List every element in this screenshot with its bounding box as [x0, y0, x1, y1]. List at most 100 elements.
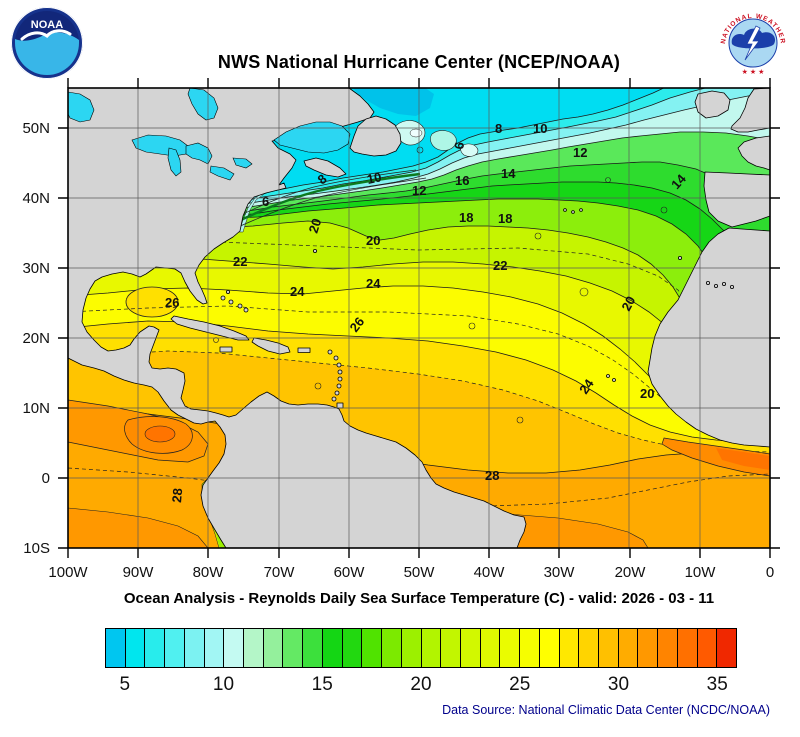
africa: [647, 227, 770, 448]
colorbar-cell: [559, 629, 580, 667]
ireland: [694, 90, 731, 119]
dashed-contour-equator: [68, 467, 770, 507]
contour-label: 10: [366, 169, 383, 187]
grand-banks-pocket: [393, 120, 426, 146]
contour-label: 20: [366, 233, 380, 248]
contour-label: 14: [501, 166, 516, 181]
lesser-antilles: [327, 349, 344, 409]
colorbar-cell: [638, 629, 659, 667]
colorbar-cell: [303, 629, 323, 667]
canary-islands: [706, 280, 735, 289]
france: [737, 135, 770, 171]
page-title: NWS National Hurricane Center (NCEP/NOAA…: [217, 52, 621, 72]
lon-label: 50W: [404, 564, 436, 581]
cuba: [170, 315, 250, 341]
colorbar-cell: [717, 629, 736, 667]
noaa-logo: NOAA: [11, 7, 83, 79]
colorbar-cell: [401, 629, 422, 667]
lake-ontario: [232, 157, 253, 169]
cape-verde: [606, 374, 616, 382]
colorbar-labels: 5 10 15 20 25 30 35: [105, 674, 737, 698]
lake-erie: [209, 165, 235, 181]
newfoundland: [349, 115, 402, 157]
colorbar-cell: [421, 629, 442, 667]
madeira: [678, 255, 683, 260]
labrador-cold-water: [353, 88, 434, 116]
nova-scotia: [303, 157, 347, 178]
colorbar-cell: [342, 629, 363, 667]
contour-label: 20: [618, 294, 638, 314]
contour-label: 20: [640, 386, 654, 401]
colorbar-cell: [204, 629, 225, 667]
colorbar-tick-label: 5: [119, 674, 131, 695]
contour-label: 24: [366, 276, 381, 291]
colorbar-cell: [677, 629, 698, 667]
colorbar-cell: [224, 629, 245, 667]
map-canvas: 6 8 10 12 20 20 22 6 8 10 12 16 14 18 18…: [68, 88, 770, 548]
colorbar-cell: [382, 629, 402, 667]
colorbar-cell: [145, 629, 166, 667]
lon-label: 40W: [474, 564, 506, 581]
lon-label: 100W: [48, 564, 88, 581]
lake-michigan: [167, 147, 182, 177]
nws-lightning-icon: [744, 25, 761, 61]
contour-label: 10: [533, 121, 547, 136]
colorbar-cell: [263, 629, 284, 667]
gulf-stream-front: [215, 172, 421, 234]
lon-label: 60W: [334, 564, 366, 581]
colorbar-tick-label: 30: [607, 674, 630, 695]
contour-label: 22: [493, 258, 507, 273]
azores: [563, 208, 583, 214]
colorbar-tick-label: 20: [410, 674, 432, 695]
noaa-logo-sea: [15, 32, 79, 75]
colorbar-cell: [244, 629, 264, 667]
contour-label: 22: [233, 254, 247, 269]
contour-label: 6: [451, 141, 467, 151]
colorbar-cell: [106, 629, 126, 667]
contour-label: 24: [290, 284, 305, 299]
lat-label: 20N: [22, 330, 50, 347]
lat-label: 10S: [23, 540, 50, 557]
colorbar-cell: [322, 629, 343, 667]
colorbar-cell: [697, 629, 718, 667]
lon-axis: 100W 90W 80W 70W 60W 50W 40W 30W 20W 10W…: [48, 564, 774, 581]
contour-label: 20: [306, 217, 325, 235]
lon-label: 90W: [123, 564, 155, 581]
lon-label: 80W: [193, 564, 225, 581]
warm-patch-guinea: [661, 437, 770, 477]
contour-label: 16: [455, 173, 469, 188]
bahamas: [220, 289, 249, 313]
sst-map: 6 8 10 12 20 20 22 6 8 10 12 16 14 18 18…: [22, 78, 780, 581]
nws-logo-stars: ★ ★ ★: [742, 68, 765, 76]
colorbar-tick-label: 35: [706, 674, 728, 695]
colorbar-cell: [460, 629, 481, 667]
contour-label: 26: [165, 295, 179, 310]
colorbar-cell: [283, 629, 304, 667]
lat-label: 50N: [22, 120, 50, 137]
colorbar-cell: [618, 629, 639, 667]
colorbar-tick-label: 10: [212, 674, 235, 695]
lat-label: 10N: [22, 400, 50, 417]
axis-ticks: [58, 78, 780, 558]
contour-label: 6: [262, 194, 269, 209]
contour-label: 12: [412, 183, 426, 198]
land-americas: [68, 88, 527, 548]
gulf-26-loop: [125, 286, 179, 318]
colorbar-cell: [125, 629, 146, 667]
contour-label: 12: [573, 145, 587, 160]
colorbar-tick-label: 25: [509, 674, 531, 695]
colorbar-cell: [658, 629, 678, 667]
contour-labels: 6 8 10 12 20 20 22 6 8 10 12 16 14 18 18…: [165, 121, 689, 503]
noaa-seagull-icon: [20, 29, 72, 41]
contour-label: 28: [485, 468, 499, 483]
colorbar-cell: [362, 629, 383, 667]
contour-label: 8: [495, 121, 502, 136]
colorbar-cell: [441, 629, 461, 667]
contour-label: 18: [459, 210, 473, 225]
colorbar-cell: [579, 629, 599, 667]
lon-label: 30W: [544, 564, 576, 581]
graticule: [68, 88, 770, 548]
colorbar-cell: [539, 629, 560, 667]
great-britain: [730, 88, 770, 133]
lon-label: 20W: [615, 564, 647, 581]
